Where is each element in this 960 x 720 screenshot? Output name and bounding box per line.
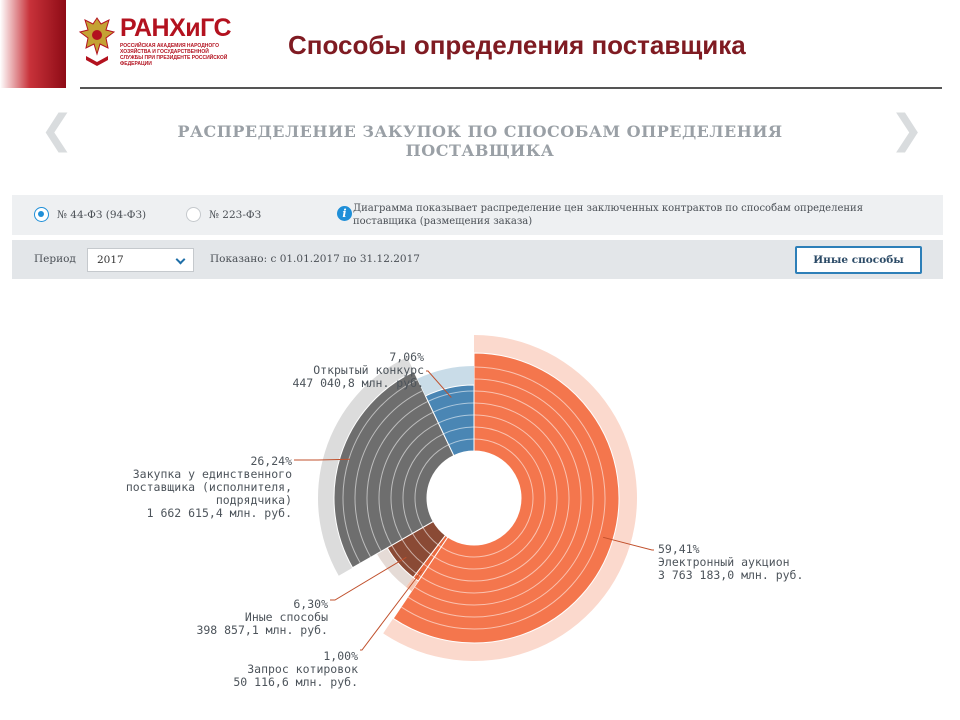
slice-ring-4 [443, 426, 474, 435]
slice-ring-0 [414, 390, 582, 606]
slice-name-label-3: подрядчика) [216, 493, 292, 507]
chevron-right-icon[interactable]: ❯ [890, 107, 924, 153]
slice-ring-3 [414, 444, 449, 528]
slice-ring-2 [412, 533, 431, 555]
header-accent-stripe [0, 0, 66, 88]
slice-halo-4 [417, 366, 474, 396]
ranepa-logo: РАНХиГС Российская академия народного хо… [78, 14, 232, 70]
info-text: Диаграмма показывает распределение цен з… [353, 203, 864, 227]
other-methods-button[interactable]: Иные способы [795, 246, 922, 274]
period-bar: Период 2017 Показано: с 01.01.2017 по 31… [12, 240, 943, 279]
slice-ring-4 [438, 414, 474, 424]
title-divider [80, 87, 942, 89]
leader-line-2 [330, 556, 407, 601]
leader-line-1 [360, 570, 422, 651]
slice-percent-label-4: 7,06% [389, 350, 424, 364]
slice-ring-0 [421, 402, 570, 594]
slice-ring-3 [390, 422, 439, 540]
slice-ring-0 [434, 426, 546, 570]
slice-ring-0 [441, 438, 534, 558]
slice-ring-3 [354, 390, 423, 557]
leader-line-3 [294, 458, 350, 461]
slice-ring-1 [430, 554, 435, 558]
period-value: 2017 [97, 254, 124, 266]
slice-name-label-2: Иные способы [245, 610, 328, 624]
slice-value-label-1: 50 116,6 млн. руб. [233, 675, 358, 689]
slice-ring-4 [428, 390, 474, 402]
slice-ring-2 [401, 539, 424, 565]
slice-ring-3 [366, 401, 428, 552]
period-select[interactable]: 2017 [87, 248, 194, 272]
slice-name-label-3: Закупка у единственного [133, 467, 292, 481]
leader-line-0 [603, 536, 654, 551]
radio-44fz[interactable]: № 44-ФЗ (94-ФЗ) [34, 207, 146, 222]
chart-center-core [445, 469, 503, 527]
slice-percent-label-1: 1,00% [323, 649, 358, 663]
slice-ring-1 [438, 544, 442, 548]
slice-value-label-0: 3 763 183,0 млн. руб. [658, 568, 803, 582]
radio-223fz[interactable]: № 223-ФЗ [186, 207, 261, 222]
slice-ring-0 [401, 366, 606, 630]
slice-ring-3 [378, 411, 433, 546]
logo-title: РАНХиГС [120, 14, 232, 42]
logo-subtitle: Российская академия народного хозяйства … [120, 43, 228, 67]
slice-ring-4 [448, 438, 474, 446]
period-label: Период [34, 253, 76, 265]
radio-223fz-label: № 223-ФЗ [209, 208, 262, 221]
radio-44fz-label: № 44-ФЗ (94-ФЗ) [57, 208, 147, 221]
slice-percent-label-3: 26,24% [250, 454, 292, 468]
slice-name-label-4: Открытый конкурс [313, 363, 424, 377]
chevron-left-icon[interactable]: ❮ [40, 107, 74, 153]
eagle-emblem-icon [78, 17, 116, 66]
slice-ring-2 [391, 545, 417, 574]
slice-value-label-4: 447 040,8 млн. руб. [292, 376, 424, 390]
slice-ring-4 [433, 402, 474, 413]
slice-percent-label-2: 6,30% [293, 597, 328, 611]
slice-ring-1 [423, 563, 428, 568]
slice-halo-2 [376, 547, 414, 587]
slice-percent-label-0: 59,41% [658, 542, 700, 556]
info-icon: i [337, 206, 352, 221]
section-heading: РАСПРЕДЕЛЕНИЕ ЗАКУПОК ПО СПОСОБАМ ОПРЕДЕ… [177, 122, 783, 160]
slice-halo-0 [383, 334, 638, 661]
radio-dot-selected[interactable] [34, 207, 49, 222]
slice-ring-3 [402, 433, 444, 534]
slice-ring-0 [427, 414, 558, 582]
law-filter-bar: № 44-ФЗ (94-ФЗ) № 223-ФЗ i Диаграмма пок… [12, 195, 943, 235]
slice-name-label-3: поставщика (исполнителя, [126, 480, 292, 494]
slice-name-label-0: Электронный аукцион [658, 555, 790, 569]
slice-value-label-3: 1 662 615,4 млн. руб. [147, 506, 292, 520]
slice-ring-2 [422, 527, 439, 546]
leader-line-4 [426, 370, 452, 398]
slice-ring-0 [407, 378, 594, 618]
slide-title: Способы определения поставщика [288, 30, 746, 60]
slice-name-label-1: Запрос котировок [247, 662, 358, 676]
radio-dot-unselected[interactable] [186, 207, 201, 222]
slice-value-label-2: 398 857,1 млн. руб. [196, 623, 328, 637]
shown-period-text: Показано: с 01.01.2017 по 31.12.2017 [210, 253, 420, 265]
